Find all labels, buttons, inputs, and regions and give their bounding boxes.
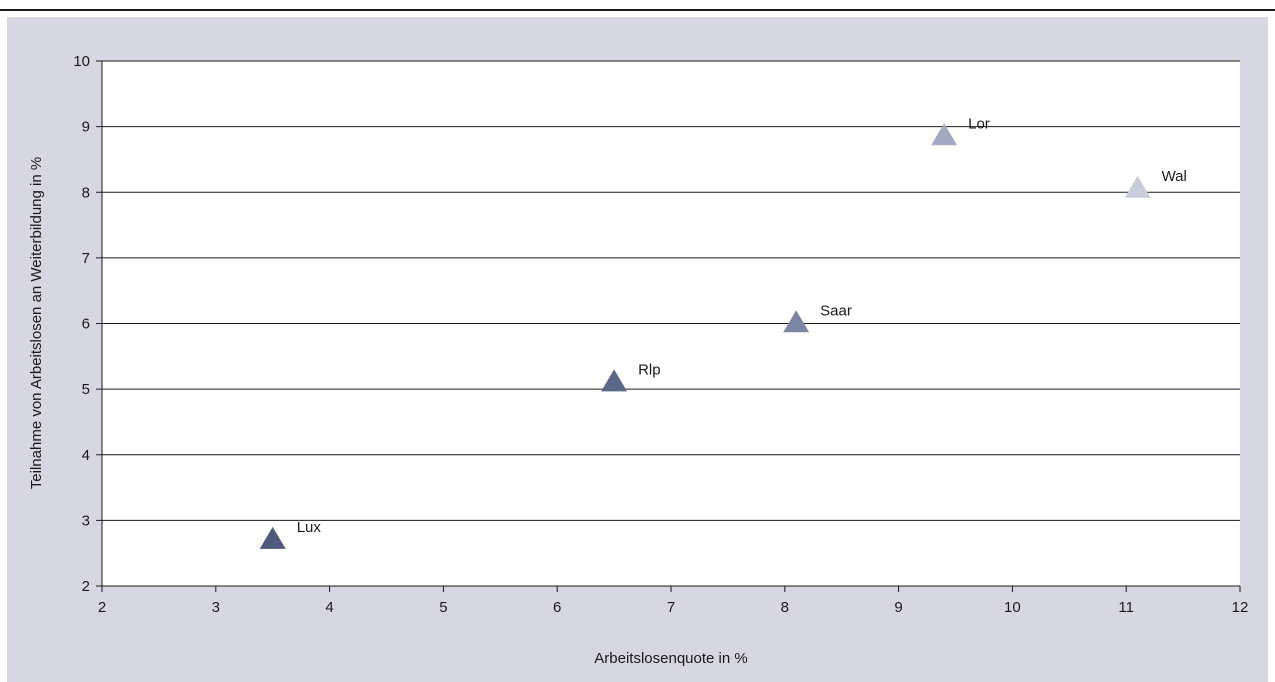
x-tick-label: 8 (781, 599, 789, 616)
y-tick-label: 3 (82, 512, 90, 529)
x-tick-label: 6 (553, 599, 561, 616)
point-marker (1124, 175, 1151, 198)
point-marker (601, 369, 628, 392)
y-tick-label: 4 (82, 447, 90, 464)
grid-lines (102, 60, 1240, 521)
y-tick-label: 6 (82, 316, 90, 333)
axes (96, 60, 1241, 592)
y-tick-label: 10 (73, 53, 90, 70)
y-tick-label: 8 (82, 184, 90, 201)
x-tick-label: 4 (325, 599, 333, 616)
x-tick-label: 11 (1118, 599, 1134, 616)
x-axis-title: Arbeitslosenquote in % (594, 650, 747, 667)
y-tick-label: 5 (82, 381, 90, 398)
y-axis-title: Teilnahme von Arbeitslosen an Weiterbild… (28, 157, 45, 489)
data-points: Lux Rlp Saar Lor Wal (259, 115, 1187, 549)
x-tick-label: 5 (439, 599, 447, 616)
x-tick-label: 3 (212, 599, 220, 616)
x-tick-label: 10 (1004, 599, 1021, 616)
y-tick-label: 2 (82, 578, 90, 595)
point-label: Lor (968, 115, 990, 132)
tick-labels: 2 3 4 5 6 7 8 9 10 2 3 4 5 6 7 8 9 10 11 12 (73, 53, 1248, 616)
x-tick-label: 12 (1232, 599, 1249, 616)
point-label: Lux (297, 519, 322, 536)
x-tick-label: 2 (98, 599, 106, 616)
top-rule (0, 9, 1275, 11)
point-label: Wal (1162, 168, 1187, 185)
x-tick-label: 9 (894, 599, 902, 616)
point-label: Rlp (638, 362, 661, 379)
point-marker (931, 123, 958, 146)
point-label: Saar (820, 303, 852, 320)
x-tick-label: 7 (667, 599, 675, 616)
y-tick-label: 9 (82, 119, 90, 136)
y-tick-label: 7 (82, 250, 90, 267)
point-marker (259, 526, 286, 549)
point-marker (783, 310, 810, 333)
